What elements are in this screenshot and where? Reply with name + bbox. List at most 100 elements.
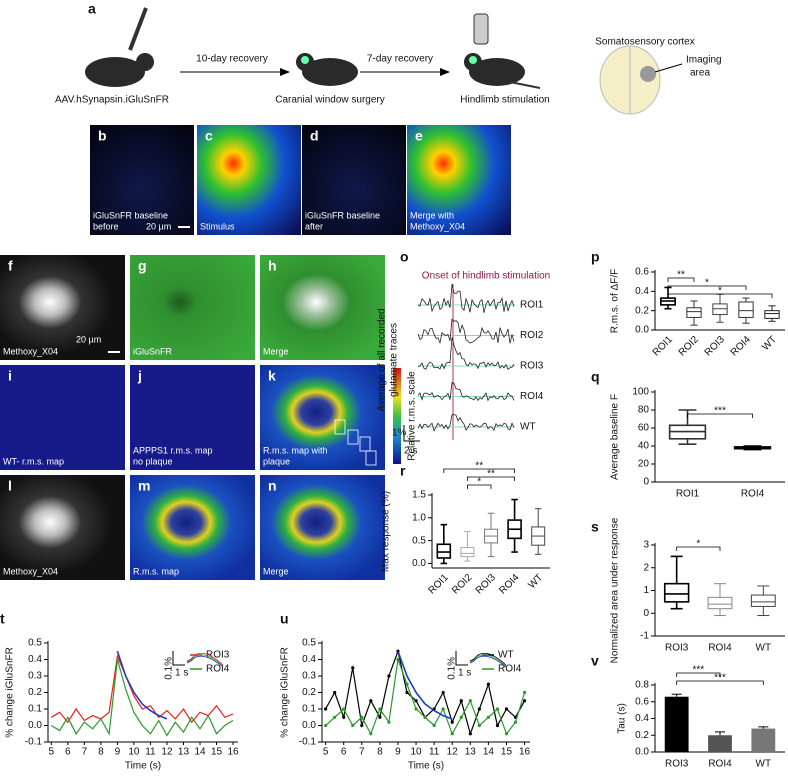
- series-point: [441, 707, 445, 711]
- panel-letter: c: [205, 128, 213, 144]
- y-tick-label: 1: [643, 585, 649, 596]
- significance-label: *: [477, 477, 481, 488]
- series-point: [522, 690, 527, 695]
- micrograph: [90, 125, 194, 235]
- image-caption: before: [93, 221, 119, 231]
- brain-label: Imaging: [686, 55, 722, 66]
- y-tick-label: 0: [643, 608, 649, 619]
- y-label: % change iGluSnFR: [5, 647, 16, 738]
- y-tick-label: 0.8: [635, 680, 649, 691]
- series-point: [468, 732, 472, 736]
- trace: [417, 381, 515, 402]
- fit-line: [397, 651, 453, 720]
- roi-box: [359, 436, 371, 452]
- y-tick-label: 0.0: [412, 558, 426, 569]
- inset-scale-label: 0.1%: [164, 657, 175, 680]
- x-tick-label: 13: [465, 747, 477, 758]
- y-label: R.m.s. of ΔF/F: [610, 269, 621, 333]
- series-point: [477, 707, 481, 711]
- significance-label: **: [475, 461, 483, 472]
- x-tick-label: WT: [756, 759, 772, 770]
- inset-curve: [469, 652, 507, 666]
- panel-letter: p: [591, 249, 600, 265]
- significance-label: ***: [714, 406, 726, 417]
- inset-scale-label: 1 s: [458, 668, 471, 679]
- y-tick-label: 0.0: [635, 325, 649, 336]
- trace: [417, 337, 515, 371]
- x-tick-label: 9: [115, 747, 121, 758]
- significance-bracket: [676, 672, 721, 677]
- y-tick-label: 0.1: [28, 704, 42, 715]
- x-tick-label: 6: [341, 747, 347, 758]
- y-label: Average of all recorded: [377, 308, 388, 411]
- image-caption: no plaque: [133, 456, 173, 466]
- series-line: [50, 659, 234, 737]
- series-line: [50, 653, 234, 724]
- x-tick-label: 11: [145, 747, 156, 758]
- legend-label: ROI3: [206, 650, 230, 661]
- series-point: [468, 699, 472, 703]
- y-label: glutamate traces: [389, 323, 400, 397]
- series-point: [423, 715, 427, 719]
- series-point: [387, 674, 391, 678]
- scale-label: 2 s: [404, 446, 417, 457]
- x-tick-label: ROI1: [676, 489, 700, 500]
- image-caption: APPPS1 r.m.s. map: [133, 445, 213, 455]
- series-point: [513, 720, 518, 724]
- bar: [708, 735, 732, 752]
- x-tick-label: ROI3: [665, 643, 689, 654]
- x-label: Time (s): [408, 761, 444, 772]
- roi-box: [334, 419, 346, 435]
- inset-curve: [186, 654, 224, 667]
- panel-letter: o: [400, 249, 409, 265]
- arrow-label: 10-day recovery: [196, 54, 268, 65]
- y-label: Average baseline F: [610, 394, 621, 480]
- panel-letter: k: [268, 368, 276, 384]
- image-caption: iGluSnFR: [133, 346, 173, 356]
- image-caption: WT- r.m.s. map: [3, 456, 64, 466]
- series-point: [333, 715, 337, 719]
- series-point: [414, 707, 418, 711]
- inset-curve: [186, 655, 224, 668]
- micrograph: [0, 475, 125, 580]
- y-tick-label: -0.1: [299, 737, 317, 748]
- step-label: Hindlimb stimulation: [460, 95, 549, 106]
- inset-curve: [469, 654, 507, 667]
- x-tick-label: 16: [519, 747, 531, 758]
- y-tick-label: 20: [638, 459, 650, 470]
- panel-letter: u: [280, 611, 289, 627]
- y-tick-label: 0.4: [635, 286, 649, 297]
- x-tick-label: 6: [65, 747, 71, 758]
- series-point: [495, 707, 500, 711]
- series-point: [396, 657, 400, 662]
- significance-bracket: [467, 484, 492, 489]
- image-caption: Merge: [263, 566, 289, 576]
- y-tick-label: 0.4: [28, 654, 42, 665]
- inset-curve: [186, 652, 224, 666]
- image-caption: Methoxy_X04: [410, 221, 465, 231]
- y-tick-label: 0.5: [412, 535, 426, 546]
- micrograph: [130, 475, 255, 580]
- step-label: AAV.hSynapsin.iGluSnFR: [55, 95, 169, 106]
- series-point: [450, 732, 454, 736]
- series-point: [432, 723, 436, 728]
- y-tick-label: 1.5: [412, 490, 426, 501]
- image-caption: Stimulus: [200, 221, 235, 231]
- trace-label: ROI3: [520, 361, 544, 372]
- significance-bracket: [667, 285, 747, 290]
- series-point: [351, 666, 355, 670]
- panel-letter: r: [400, 463, 406, 479]
- series-point: [504, 707, 509, 711]
- y-tick-label: 0.2: [302, 687, 316, 698]
- significance-bracket: [667, 277, 695, 282]
- x-tick-label: 8: [377, 747, 383, 758]
- legend-label: ROI4: [206, 664, 230, 675]
- series-point: [486, 682, 490, 686]
- box: [436, 543, 452, 559]
- y-tick-label: 2: [643, 562, 649, 573]
- significance-bracket: [443, 468, 515, 473]
- series-point: [477, 723, 481, 728]
- y-tick-label: 0.1: [302, 704, 316, 715]
- y-tick-label: 0.6: [635, 267, 649, 278]
- micrograph: [130, 255, 255, 360]
